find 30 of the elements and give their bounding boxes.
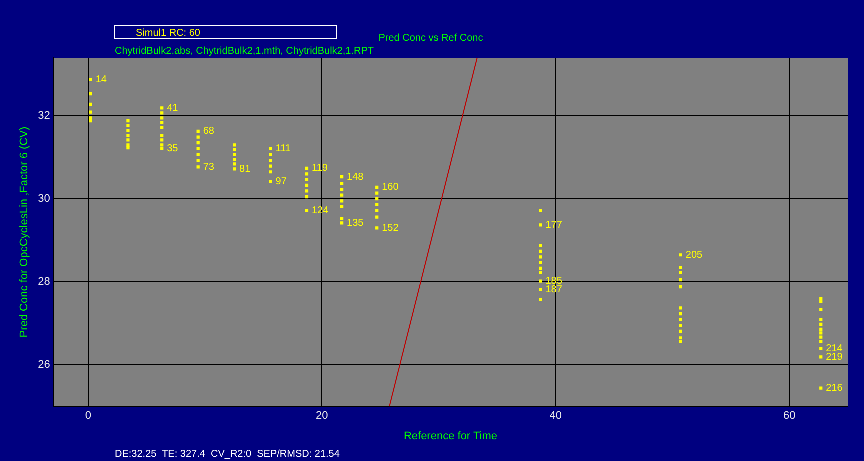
text: Simul1 RC: 60 — [136, 28, 201, 39]
annotation: 216 — [826, 383, 844, 394]
annotation: 152 — [382, 222, 400, 234]
y-tick-label: 28 — [38, 276, 50, 288]
annotation: 148 — [347, 172, 364, 183]
annotation: 205 — [686, 250, 704, 261]
x-tick-label: 20 — [316, 410, 328, 422]
y-tick-label: 32 — [38, 110, 50, 122]
annotation: 214 — [826, 343, 844, 354]
y-tick-label: 30 — [38, 193, 50, 206]
annotation: 111 — [276, 144, 292, 155]
x-tick-label: 0 — [85, 410, 92, 422]
y-tick-label: 26 — [38, 359, 50, 372]
x-tick-label: 40 — [550, 410, 562, 422]
annotation: 41 — [167, 102, 179, 114]
annotation: 73 — [203, 162, 215, 173]
annotation: 14 — [96, 74, 108, 86]
annotation: 68 — [203, 126, 215, 138]
text: ChytridBulk2.abs, ChytridBulk2,1.mth, ChytridBulk2,1.RPT — [115, 46, 374, 57]
chart-title: Pred Conc vs Ref Conc — [378, 32, 484, 44]
text: DE:32.25 TE: 327.4 CV_R2:0 SEP/RMSD: 21.54 — [115, 448, 340, 460]
annotation: 219 — [826, 352, 844, 363]
x-axis-title: Reference for Time — [404, 430, 498, 442]
annotation: 81 — [240, 164, 252, 175]
annotation: 97 — [276, 176, 288, 188]
annotation: 135 — [347, 218, 364, 229]
y-axis-title: Pred Conc for OpcCyclesLin ,Factor 6 (CV) — [18, 126, 31, 338]
annotation: 160 — [382, 182, 400, 194]
annotation: 35 — [167, 144, 179, 155]
x-tick-label: 60 — [783, 410, 796, 422]
